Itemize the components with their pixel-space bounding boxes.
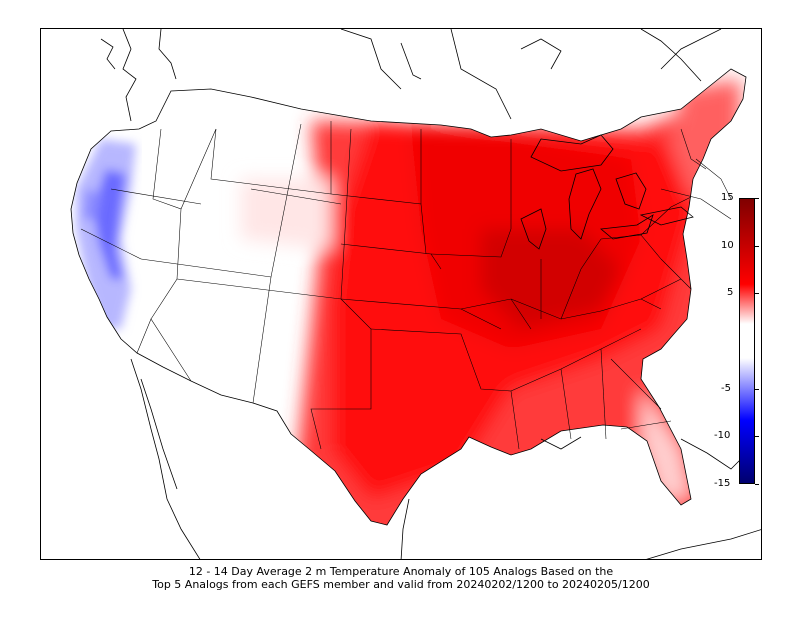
state-boundaries xyxy=(80,121,732,450)
colorbar-tick-mark xyxy=(755,246,759,247)
colorbar-tick-label: 10 xyxy=(721,240,734,251)
caption-line-1: 12 - 14 Day Average 2 m Temperature Anom… xyxy=(188,565,614,578)
coastlines xyxy=(70,29,761,559)
colorbar-tick-label: -10 xyxy=(714,430,731,441)
caption-line-2: Top 5 Analogs from each GEFS member and … xyxy=(152,577,650,591)
colorbar-tick-mark xyxy=(755,389,759,390)
colorbar-tick-mark xyxy=(755,293,759,294)
colorbar-tick-mark xyxy=(755,484,759,485)
colorbar-tick-label: -5 xyxy=(721,383,731,394)
colorbar-tick-label: 15 xyxy=(721,192,734,203)
map-caption: 12 - 14 Day Average 2 m Temperature Anom… xyxy=(40,565,762,591)
anomaly-shading xyxy=(76,79,741,525)
colorbar-tick-label: -15 xyxy=(714,478,731,489)
colorbar-tick-mark xyxy=(755,198,759,199)
map-panel xyxy=(40,28,762,560)
colorbar xyxy=(739,198,755,484)
colorbar-tick-mark xyxy=(755,436,759,437)
temperature-anomaly-map xyxy=(70,29,761,559)
colorbar-tick-label: 5 xyxy=(727,287,734,298)
